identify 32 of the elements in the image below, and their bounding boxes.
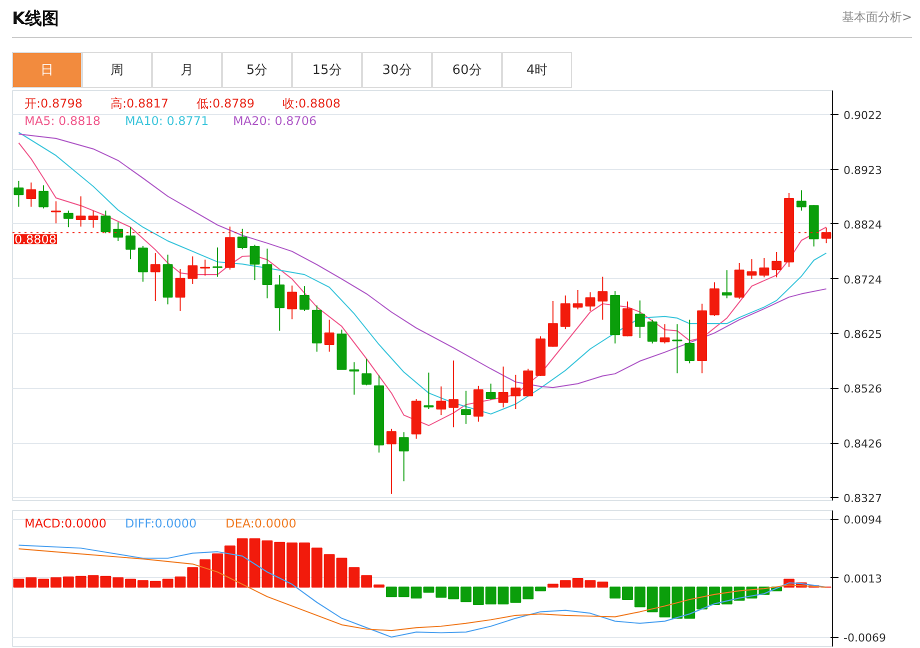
series-label: MA5: 0.8818	[24, 114, 101, 128]
text: DEA:0.0000	[226, 516, 296, 530]
text: 5分	[222, 52, 292, 88]
annotation: 收:0.8808	[282, 96, 341, 110]
y-tick-label: 0.8923	[844, 164, 882, 177]
text: 月	[152, 52, 222, 88]
series-label: DIFF:0.0000	[125, 516, 197, 530]
text: 基本面分析>	[842, 9, 912, 26]
text: 周	[82, 52, 152, 88]
y-tick-label: 0.9022	[844, 109, 882, 122]
text: 30分	[362, 52, 432, 88]
annotation: 开:0.8798	[24, 96, 83, 110]
y-tick-label: 0.0013	[844, 572, 882, 586]
y-tick-label: 0.8327	[844, 492, 882, 506]
ref-line-label: 0.8808	[14, 232, 56, 247]
y-tick-label: 0.0094	[844, 514, 882, 527]
y-tick-label: 0.8625	[844, 328, 882, 342]
y-tick-label: 0.8426	[844, 438, 882, 451]
text: 15分	[292, 52, 362, 88]
annotation: 高:0.8817	[110, 96, 169, 110]
chart-title: K线图	[12, 8, 60, 31]
text: MACD:0.0000	[24, 516, 107, 530]
text: 60分	[432, 52, 502, 88]
text: MA10: 0.8771	[125, 114, 209, 128]
text: 4时	[502, 52, 572, 88]
y-tick-label: 0.8824	[844, 218, 882, 232]
text: 日	[12, 52, 82, 88]
y-tick-label: -0.0069	[844, 632, 886, 645]
text: MA20: 0.8706	[233, 114, 317, 128]
y-tick-label: 0.8724	[844, 273, 882, 286]
y-tick-label: 0.8526	[844, 382, 882, 396]
annotation: 低:0.8789	[196, 96, 255, 110]
